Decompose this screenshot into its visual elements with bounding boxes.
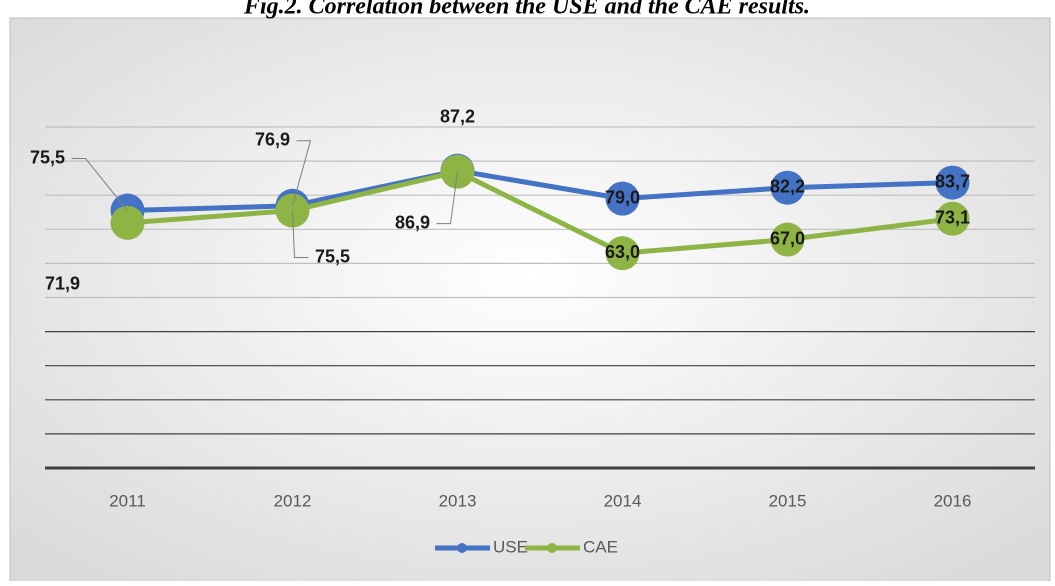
data-label: 79,0 <box>605 187 640 207</box>
leader-line <box>436 171 458 225</box>
point <box>935 201 970 236</box>
legend-label: CAE <box>583 537 618 556</box>
data-label: 75,5 <box>315 246 350 266</box>
data-label: 71,9 <box>45 274 80 294</box>
leader-line <box>292 210 309 259</box>
leader-line <box>71 158 128 211</box>
data-label: 75,5 <box>30 147 65 167</box>
data-label: 82,2 <box>770 176 805 196</box>
point <box>605 236 640 271</box>
data-label: 63,0 <box>605 242 640 262</box>
line-series <box>127 168 953 214</box>
line-series <box>127 169 953 256</box>
x-tick-label: 2016 <box>934 491 972 510</box>
point <box>110 205 145 240</box>
data-label: 87,2 <box>440 106 475 126</box>
legend-marker <box>457 543 467 553</box>
legend-marker <box>547 543 557 553</box>
data-label: 86,9 <box>395 212 430 232</box>
data-label: 67,0 <box>770 228 805 248</box>
point <box>935 165 970 200</box>
point <box>605 181 640 216</box>
point <box>770 222 805 257</box>
legend-label: USE <box>493 537 528 556</box>
x-tick-label: 2014 <box>604 491 642 510</box>
x-tick-label: 2012 <box>274 491 312 510</box>
data-label: 76,9 <box>255 130 290 150</box>
data-label: 73,1 <box>935 207 970 227</box>
chart-title: Fig.2. Correlation between the USE and t… <box>243 0 810 20</box>
x-tick-label: 2013 <box>439 491 477 510</box>
leader-line <box>292 140 312 206</box>
point <box>770 170 805 205</box>
x-tick-label: 2015 <box>769 491 807 510</box>
data-label: 83,7 <box>935 171 970 191</box>
chart-frame <box>9 17 1051 586</box>
x-tick-label: 2011 <box>109 491 146 510</box>
